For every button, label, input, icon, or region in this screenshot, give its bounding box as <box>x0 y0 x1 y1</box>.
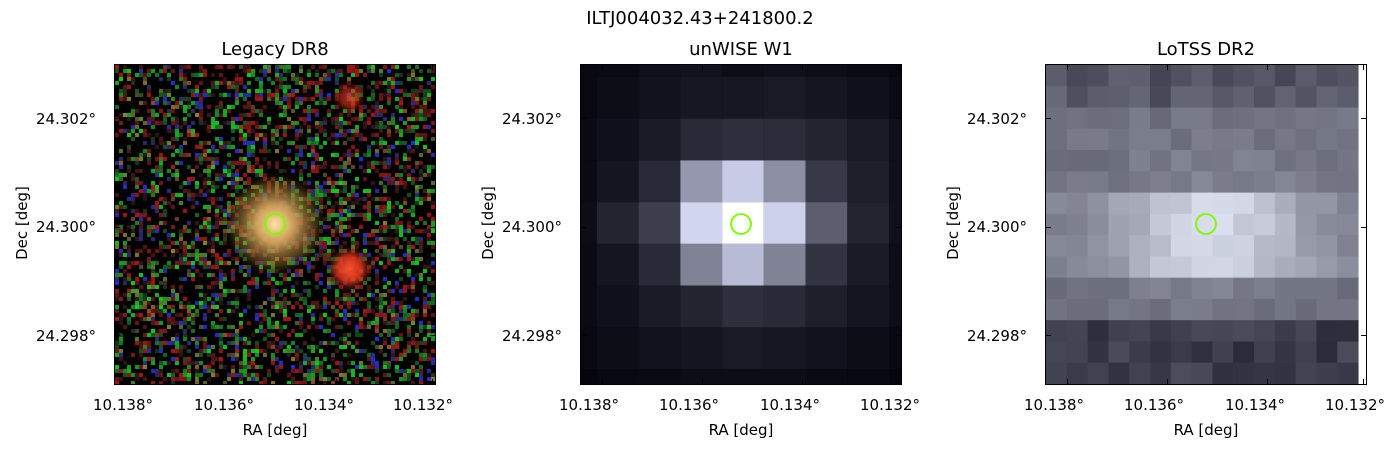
xtick-mark <box>432 379 433 385</box>
ytick-mark <box>580 118 586 119</box>
xtick-mark <box>802 379 803 385</box>
xtick-legacy-1: 10.138° <box>93 396 153 414</box>
xtick-mark <box>432 64 433 70</box>
xtick-mark <box>136 64 137 70</box>
ytick-mark <box>580 335 586 336</box>
ytick-mark <box>114 118 120 119</box>
source-marker-circle <box>730 213 752 235</box>
xtick-mark <box>236 64 237 70</box>
xtick-mark <box>1067 379 1068 385</box>
source-marker-circle <box>1195 213 1217 235</box>
xtick-mark <box>1067 64 1068 70</box>
unwise-image-svg <box>581 65 901 384</box>
ytick-mark <box>580 227 586 228</box>
lotss-image <box>1045 64 1367 385</box>
galaxy-main <box>220 169 330 279</box>
ylabel-legacy: Dec [deg] <box>13 186 31 260</box>
ytick-mark <box>1361 335 1367 336</box>
pixel-grid <box>1046 65 1359 384</box>
xtick-mark <box>702 379 703 385</box>
xtick-lotss-2: 10.136° <box>1124 396 1184 414</box>
ytick-lotss-2: 24.300° <box>967 218 1027 236</box>
panel-title-unwise: unWISE W1 <box>689 39 793 60</box>
ytick-mark <box>896 118 902 119</box>
xtick-mark <box>1167 64 1168 70</box>
xtick-legacy-4: 10.132° <box>393 396 453 414</box>
pixel-grid <box>581 65 901 384</box>
ytick-legacy-1: 24.302° <box>36 110 96 128</box>
xtick-legacy-3: 10.134° <box>294 396 354 414</box>
xtick-mark <box>1267 64 1268 70</box>
ytick-mark <box>1045 118 1051 119</box>
xtick-lotss-1: 10.138° <box>1024 396 1084 414</box>
ytick-mark <box>1361 118 1367 119</box>
ytick-lotss-1: 24.302° <box>967 110 1027 128</box>
xtick-mark <box>802 64 803 70</box>
ytick-legacy-2: 24.300° <box>36 218 96 236</box>
ytick-mark <box>896 227 902 228</box>
xtick-lotss-4: 10.132° <box>1325 396 1385 414</box>
xlabel-lotss: RA [deg] <box>1173 421 1239 439</box>
xtick-lotss-3: 10.134° <box>1225 396 1285 414</box>
xtick-unwise-2: 10.136° <box>659 396 719 414</box>
ytick-mark <box>430 335 436 336</box>
galaxy-red-small <box>331 79 368 116</box>
ylabel-lotss: Dec [deg] <box>944 186 962 260</box>
ytick-mark <box>114 227 120 228</box>
xtick-mark <box>602 64 603 70</box>
xtick-mark <box>702 64 703 70</box>
xtick-legacy-2: 10.136° <box>194 396 254 414</box>
ytick-mark <box>430 118 436 119</box>
ytick-mark <box>114 335 120 336</box>
ytick-lotss-3: 24.298° <box>967 327 1027 345</box>
ylabel-unwise: Dec [deg] <box>479 186 497 260</box>
xtick-mark <box>898 64 899 70</box>
ytick-unwise-3: 24.298° <box>502 327 562 345</box>
xtick-mark <box>336 379 337 385</box>
xtick-mark <box>1363 64 1364 70</box>
xtick-mark <box>602 379 603 385</box>
source-marker-circle <box>264 213 286 235</box>
ytick-legacy-3: 24.298° <box>36 327 96 345</box>
ytick-mark <box>1045 227 1051 228</box>
xtick-unwise-1: 10.138° <box>559 396 619 414</box>
galaxy-red <box>323 242 376 295</box>
panel-title-legacy: Legacy DR8 <box>221 39 329 60</box>
xtick-mark <box>1267 379 1268 385</box>
ytick-unwise-2: 24.300° <box>502 218 562 236</box>
panel-title-lotss: LoTSS DR2 <box>1156 39 1256 60</box>
ytick-mark <box>1361 227 1367 228</box>
ytick-mark <box>896 335 902 336</box>
xlabel-legacy: RA [deg] <box>242 421 308 439</box>
xtick-unwise-3: 10.134° <box>760 396 820 414</box>
xtick-mark <box>898 379 899 385</box>
ytick-mark <box>1045 335 1051 336</box>
xtick-mark <box>336 64 337 70</box>
xtick-mark <box>1167 379 1168 385</box>
xtick-mark <box>136 379 137 385</box>
figure-title: ILTJ004032.43+241800.2 <box>586 8 814 29</box>
xtick-mark <box>1363 379 1364 385</box>
lotss-image-svg <box>1046 65 1366 384</box>
ytick-mark <box>430 227 436 228</box>
xtick-mark <box>236 379 237 385</box>
xtick-unwise-4: 10.132° <box>860 396 920 414</box>
legacy-image-svg <box>115 65 435 384</box>
ytick-unwise-1: 24.302° <box>502 110 562 128</box>
unwise-image <box>580 64 902 385</box>
legacy-image <box>114 64 436 385</box>
xlabel-unwise: RA [deg] <box>708 421 774 439</box>
